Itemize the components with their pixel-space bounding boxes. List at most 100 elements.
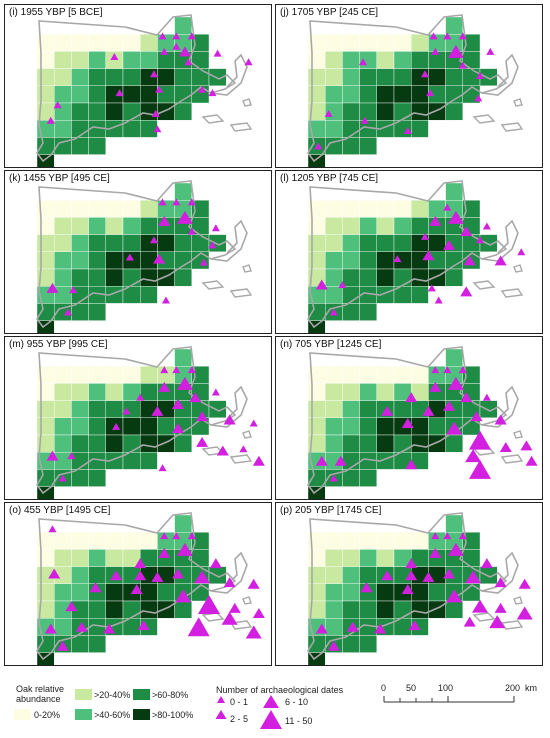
oak-grid-cell: [54, 417, 72, 436]
date-triangle: [252, 455, 265, 466]
oak-grid-cell: [208, 400, 227, 418]
oak-grid-cell: [325, 383, 343, 401]
oak-grid-cell: [376, 217, 395, 235]
date-triangle: [172, 399, 185, 410]
oak-grid-cell: [342, 234, 360, 252]
date-triangle: [134, 558, 147, 569]
oak-grid-cell: [410, 51, 429, 69]
map-svg: [307, 346, 538, 499]
map-panel: (o) 455 YBP [1495 CE]: [4, 502, 272, 666]
oak-grid-cell: [122, 234, 141, 252]
date-triangle: [422, 250, 435, 261]
date-triangle: [65, 601, 78, 612]
panel-title: (j) 1705 YBP [245 CE]: [280, 7, 379, 18]
oak-grid-cell: [325, 119, 343, 138]
oak-grid-cell: [122, 434, 141, 453]
date-triangle: [443, 239, 456, 250]
date-triangle: [151, 405, 164, 416]
date-triangle: [525, 455, 538, 466]
island-1: [201, 280, 225, 290]
date-triangle: [122, 407, 131, 415]
date-triangle: [172, 32, 181, 40]
oak-grid-cell: [393, 400, 412, 418]
date-triangle: [460, 392, 473, 403]
oak-grid-cell: [174, 234, 193, 252]
date-triangle: [46, 282, 59, 293]
date-triangle: [465, 449, 482, 463]
oak-grid-cell: [325, 617, 343, 636]
date-triangle: [103, 623, 116, 634]
date-triangle: [158, 32, 167, 40]
oak-grid-cell: [410, 200, 429, 218]
date-triangle: [327, 640, 340, 651]
date-triangle: [130, 583, 143, 594]
date-triangle: [315, 623, 328, 634]
oak-grid-cell: [393, 434, 412, 453]
oak-grid-cell: [410, 119, 429, 138]
oak-grid-cell: [122, 600, 141, 619]
date-triangle: [381, 570, 394, 581]
date-triangle: [172, 198, 181, 206]
triangle-11-50-icon: [260, 710, 282, 729]
oak-grid-cell: [157, 68, 175, 86]
date-triangle: [359, 58, 368, 66]
date-triangle: [158, 198, 167, 206]
oak-grid-cell: [410, 600, 429, 619]
oak-grid-cell: [428, 600, 446, 619]
date-triangle: [482, 393, 491, 401]
map-panel: (k) 1455 YBP [495 CE]: [4, 170, 272, 334]
oak-grid-cell: [105, 600, 124, 619]
date-triangle: [401, 583, 414, 594]
date-triangle: [67, 452, 76, 460]
oak-grid-cell: [325, 549, 343, 567]
date-triangle: [211, 224, 220, 232]
oak-grid-cell: [445, 102, 464, 121]
date-triangle: [149, 70, 158, 78]
oak-grid-cell: [393, 234, 412, 252]
oak-grid-cell: [393, 200, 412, 218]
swatch-20-40: [75, 689, 92, 700]
oak-grid-cell: [376, 600, 395, 619]
oak-grid-cell: [88, 469, 106, 487]
date-triangle: [46, 116, 55, 124]
date-triangle: [172, 423, 185, 434]
oak-grid-cell: [54, 251, 72, 270]
oak-grid-cell: [139, 34, 158, 52]
oak-grid-cell: [88, 383, 106, 401]
date-triangle: [494, 602, 507, 613]
date-triangle: [158, 547, 171, 558]
oak-grid-cell: [139, 285, 158, 304]
date-triangle: [329, 308, 338, 316]
date-triangle: [211, 388, 220, 396]
oak-grid-cell: [105, 400, 124, 418]
oak-grid-cell: [71, 51, 89, 69]
oak-grid-cell: [428, 68, 446, 86]
cape-outline: [210, 385, 248, 428]
oak-grid-cell: [54, 234, 72, 252]
date-triangle: [187, 532, 196, 540]
oak-grid-cell: [88, 400, 106, 418]
date-triangle: [465, 570, 482, 584]
date-triangle: [137, 620, 150, 631]
oak-grid-cell: [54, 200, 72, 218]
map-panel: (n) 705 YBP [1245 CE]: [275, 336, 543, 500]
oak-grid-cell: [410, 417, 429, 436]
oak-grid-cell: [88, 137, 106, 155]
date-triangle: [315, 279, 328, 290]
date-triangle: [315, 455, 328, 466]
date-triangle: [405, 558, 418, 569]
oak-grid-cell: [71, 532, 89, 550]
date-triangle: [470, 411, 483, 422]
oak-grid-cell: [139, 51, 158, 69]
swatch-0-20: [14, 709, 31, 720]
date-triangle: [499, 442, 512, 453]
date-triangle: [198, 594, 220, 614]
date-triangle: [520, 440, 533, 451]
cape-outline: [481, 53, 519, 96]
oak-grid-cell: [325, 366, 343, 384]
date-triangle: [110, 53, 119, 61]
date-triangle: [476, 71, 484, 79]
oak-grid-cell: [36, 217, 55, 235]
oak-grid-cell: [342, 549, 360, 567]
date-triangle: [209, 558, 222, 569]
